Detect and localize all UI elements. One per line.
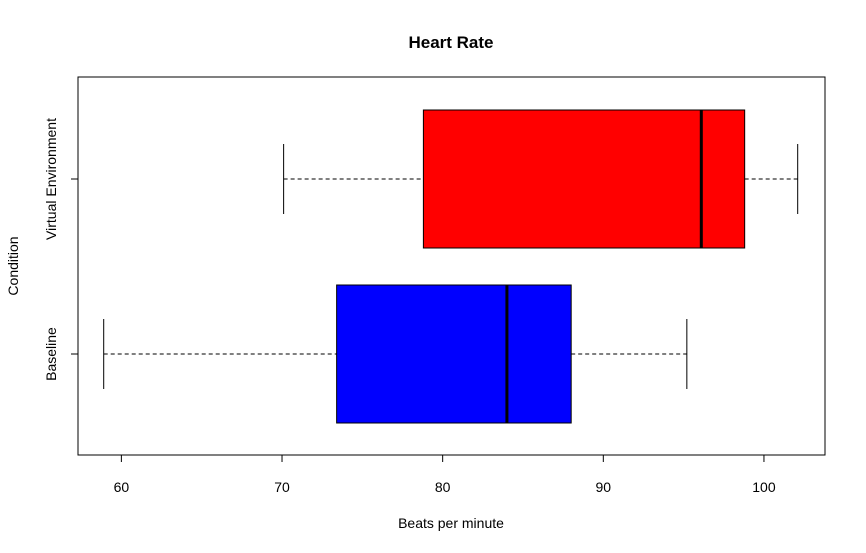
boxes-group	[103, 109, 799, 424]
iqr-box	[336, 284, 572, 424]
x-tick-label: 80	[435, 479, 451, 495]
plot-frame	[77, 76, 826, 456]
x-tick-label: 60	[114, 479, 130, 495]
y-tick-label: Baseline	[43, 327, 59, 381]
y-tick-label: Virtual Environment	[43, 118, 59, 240]
y-axis: Baseline Virtual Environment	[43, 118, 78, 381]
box-virtual-environment	[283, 109, 799, 249]
iqr-box	[422, 109, 746, 249]
x-axis-label: Beats per minute	[398, 515, 504, 531]
x-tick-label: 70	[274, 479, 290, 495]
box-baseline	[103, 284, 688, 424]
chart-title: Heart Rate	[408, 33, 493, 52]
x-axis: 60 70 80 90 100	[114, 455, 776, 495]
x-tick-label: 90	[596, 479, 612, 495]
y-axis-label: Condition	[5, 236, 21, 295]
x-tick-label: 100	[752, 479, 776, 495]
